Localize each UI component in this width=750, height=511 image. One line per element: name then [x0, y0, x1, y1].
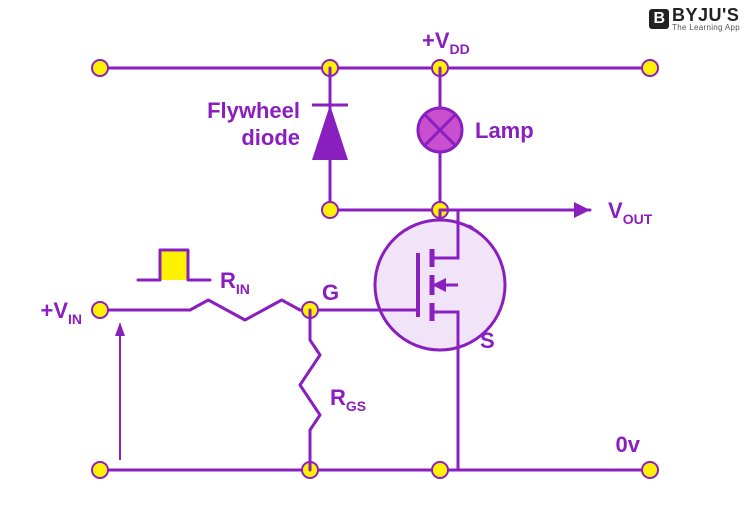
resistor-rin — [190, 300, 300, 320]
brand-logo: B BYJU'S The Learning App — [649, 6, 740, 32]
node-vin — [92, 302, 108, 318]
label-vdd: +VDD — [422, 28, 470, 57]
node-top-right — [642, 60, 658, 76]
label-g: G — [322, 280, 339, 305]
label-flywheel-1: Flywheel — [207, 98, 300, 123]
label-0v: 0v — [616, 432, 641, 457]
node-bottom-right — [642, 462, 658, 478]
node-top-left — [92, 60, 108, 76]
brand-wordmark: BYJU'S — [672, 6, 740, 24]
pulse-icon — [160, 250, 188, 280]
label-flywheel-2: diode — [241, 125, 300, 150]
brand-tagline: The Learning App — [672, 24, 740, 32]
label-vin: +VIN — [40, 298, 82, 327]
node-diode-join — [322, 202, 338, 218]
label-rgs: RGS — [330, 385, 366, 414]
label-lamp: Lamp — [475, 118, 534, 143]
circuit-diagram: +VDD0vFlywheeldiodeLampVOUTDSRING+VINRGS — [0, 0, 750, 511]
node-bottom-source — [432, 462, 448, 478]
label-vout: VOUT — [608, 198, 653, 227]
node-bottom-left — [92, 462, 108, 478]
label-s: S — [480, 328, 495, 353]
label-rin: RIN — [220, 268, 250, 297]
resistor-rgs — [300, 310, 320, 470]
diode-icon — [312, 105, 348, 160]
arrow-icon — [574, 202, 590, 218]
brand-logo-letter: B — [649, 9, 669, 29]
